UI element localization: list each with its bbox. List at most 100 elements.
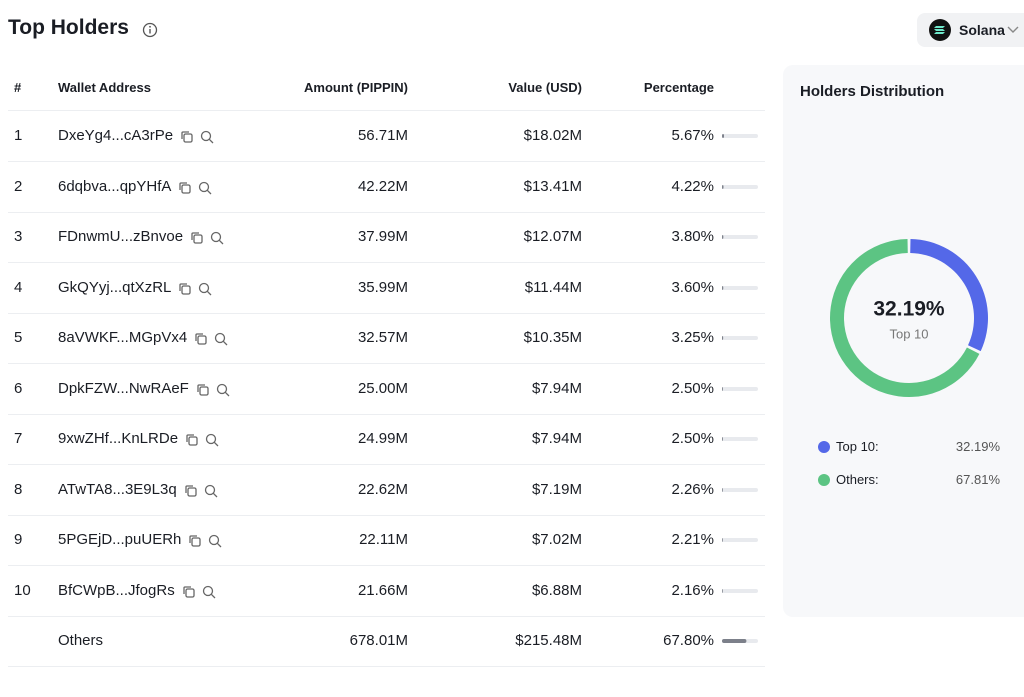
- icon-shape: [210, 231, 222, 243]
- copy-icon[interactable]: [189, 230, 205, 246]
- search-icon[interactable]: [197, 180, 213, 196]
- percent-bar: [722, 134, 758, 138]
- column-header: Wallet Address: [58, 80, 151, 95]
- icon-shape: [200, 130, 212, 142]
- swatch: [818, 441, 830, 453]
- bar-track: [722, 134, 758, 138]
- copy-icon[interactable]: [195, 382, 211, 398]
- legend-value: 67.81%: [955, 472, 1000, 487]
- value-usd: $215.48M: [515, 632, 582, 649]
- bar-fill: [722, 285, 724, 290]
- value-usd: $13.41M: [523, 177, 582, 195]
- separator: [8, 666, 765, 668]
- bar-track: [722, 184, 758, 189]
- icon-shape: [181, 284, 192, 295]
- amount: 35.99M: [357, 278, 408, 296]
- column-header: Percentage: [643, 80, 714, 95]
- search-icon[interactable]: [197, 281, 213, 297]
- search-icon[interactable]: [201, 584, 217, 600]
- icon-shape: [183, 133, 193, 143]
- icon-shape: [215, 332, 226, 344]
- rank: 10: [14, 581, 31, 599]
- amount: 678.01M: [349, 632, 408, 649]
- separator: [8, 262, 765, 264]
- wallet-address: GkQYyj...qtXzRL: [58, 278, 172, 296]
- bar-fill: [722, 487, 723, 492]
- percent-bar: [722, 184, 758, 189]
- percent-bar: [722, 538, 758, 542]
- rank: 7: [14, 430, 23, 447]
- icon-shape: [179, 181, 188, 190]
- icon-shape: [218, 239, 224, 245]
- bar-track: [722, 386, 758, 391]
- separator: [8, 464, 765, 466]
- bar-fill: [722, 134, 725, 138]
- bar-track: [722, 336, 758, 340]
- search-icon[interactable]: [213, 331, 229, 347]
- percentage: 3.60%: [671, 278, 714, 296]
- value-usd: $11.44M: [524, 278, 582, 296]
- icon-shape: [181, 183, 192, 194]
- legend-name: Others: [836, 472, 879, 487]
- search-icon[interactable]: [215, 382, 231, 398]
- search-icon[interactable]: [199, 129, 215, 145]
- percentage: 3.25%: [671, 329, 714, 346]
- network-selector[interactable]: Solana: [917, 13, 1024, 47]
- center-value: 32.19%: [873, 298, 945, 321]
- column-header: Value (USD): [508, 80, 582, 95]
- amount: 24.99M: [357, 430, 408, 447]
- value-usd: $7.94M: [531, 379, 582, 397]
- separator: [8, 413, 765, 415]
- copy-icon[interactable]: [183, 483, 199, 499]
- copy-icon[interactable]: [184, 432, 200, 448]
- amount: 22.62M: [357, 480, 408, 498]
- bar-track: [722, 437, 758, 441]
- search-icon[interactable]: [203, 483, 219, 499]
- wallet-address: BfCWpB...JfogRs: [58, 581, 175, 599]
- icon-shape: [224, 391, 230, 396]
- search-icon[interactable]: [207, 533, 223, 549]
- network-name: Solana: [959, 22, 1005, 38]
- bar-track: [722, 487, 758, 492]
- copy-icon[interactable]: [177, 281, 193, 297]
- center-label: Top 10: [889, 326, 928, 341]
- panel-title: Holders Distribution: [800, 83, 945, 100]
- wallet-address: FDnwmU...zBnvoe: [58, 228, 184, 245]
- rank: 9: [14, 531, 23, 548]
- separator: [8, 211, 765, 213]
- percent-bar: [722, 639, 758, 643]
- copy-icon[interactable]: [193, 331, 209, 347]
- legend-name: Top 10: [836, 439, 879, 454]
- wallet-address: 8aVWKF...MGpVx4: [58, 329, 188, 346]
- percent-bar: [722, 386, 758, 391]
- percent-bar: [722, 588, 758, 593]
- column-header: Amount (PIPPIN): [304, 80, 408, 95]
- value-usd: $18.02M: [523, 127, 582, 144]
- chevron: [1007, 26, 1019, 33]
- bar-fill: [722, 639, 747, 643]
- copy-icon[interactable]: [179, 129, 195, 145]
- search-icon[interactable]: [209, 230, 225, 246]
- search-icon[interactable]: [204, 432, 220, 448]
- icon-shape: [195, 333, 204, 341]
- legend-swatch: [818, 441, 830, 453]
- copy-icon[interactable]: [187, 533, 203, 549]
- percentage: 4.22%: [671, 177, 714, 195]
- icon-shape: [197, 383, 205, 392]
- value-usd: $7.19M: [531, 480, 582, 498]
- info-icon[interactable]: [142, 22, 158, 38]
- rank: 1: [14, 127, 23, 144]
- icon-shape: [181, 131, 190, 139]
- percentage: 2.21%: [671, 531, 714, 548]
- bar-fill: [722, 538, 723, 542]
- separator: [8, 110, 765, 111]
- icon-shape: [187, 486, 197, 497]
- solana-icon: [929, 19, 951, 41]
- icon-shape: [207, 189, 212, 194]
- copy-icon[interactable]: [177, 180, 193, 196]
- bar-fill: [722, 235, 724, 239]
- icon-shape: [185, 587, 195, 598]
- amount: 42.22M: [357, 177, 408, 195]
- copy-icon[interactable]: [181, 584, 197, 600]
- icon-shape: [197, 335, 207, 345]
